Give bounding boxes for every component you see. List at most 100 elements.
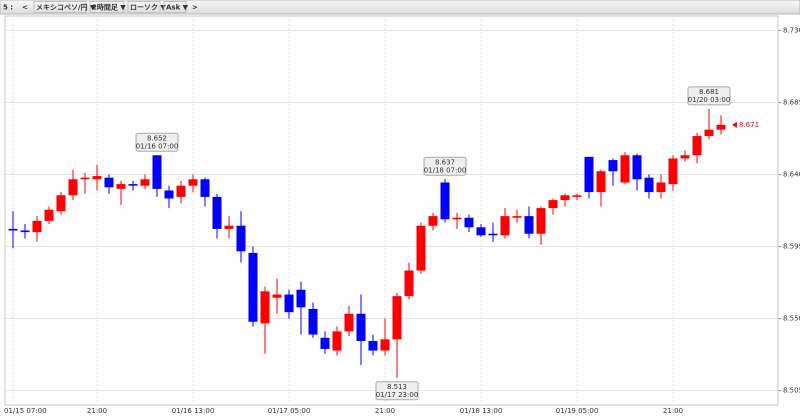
candle-body	[536, 208, 546, 234]
annotation-box	[135, 132, 179, 152]
toolbar-label[interactable]: >	[192, 4, 198, 12]
candle-body	[572, 195, 582, 197]
plot-area	[4, 15, 779, 406]
toolbar-label[interactable]: メキシコペソ/円 ▼	[36, 4, 96, 12]
annotation-time: 01/20 03:00	[688, 96, 731, 104]
annotation-box	[423, 156, 467, 176]
candle-body	[248, 252, 258, 322]
candle-body	[188, 179, 198, 186]
candle-body	[200, 179, 210, 197]
candle-body	[632, 155, 642, 180]
candle-body	[668, 158, 678, 185]
toolbar-items: 5 : < メキシコペソ/円 ▼2時間足 ▼ ローソク ▼ Ask ▼ >	[3, 1, 198, 13]
candle-body	[392, 296, 402, 340]
toolbar-label[interactable]: <	[22, 4, 28, 12]
candle-body	[584, 156, 594, 193]
candle-body	[692, 136, 702, 156]
candle-body	[212, 196, 222, 229]
candle-body	[20, 230, 30, 233]
candle-body	[332, 331, 342, 351]
y-tick-label: 8.505	[783, 387, 800, 395]
candle-body	[488, 233, 498, 236]
candle-body	[92, 176, 102, 180]
candle-body	[716, 124, 726, 130]
annotation-time: 01/16 07:00	[136, 142, 179, 150]
candle-body	[608, 160, 618, 172]
y-tick-label: 8.730	[783, 26, 800, 34]
candle-body	[32, 220, 42, 233]
candle-body	[368, 340, 378, 351]
toolbar-label[interactable]: Ask ▼	[166, 4, 189, 12]
candle-body	[8, 228, 18, 231]
candle-body	[128, 184, 138, 186]
toolbar-label[interactable]: 2時間足 ▼	[92, 3, 126, 12]
x-tick-label: 01/15 07:00	[4, 407, 47, 415]
candle-body	[596, 171, 606, 193]
x-tick-label: 21:00	[375, 407, 395, 415]
toolbar-button[interactable]	[163, 1, 187, 13]
candle-body	[272, 294, 282, 298]
candle-body	[104, 177, 114, 188]
toolbar-label[interactable]: ローソク ▼	[130, 3, 166, 12]
candle-body	[296, 289, 306, 308]
candle-body	[656, 182, 666, 193]
candle-body	[224, 225, 234, 229]
toolbar-button[interactable]	[33, 1, 87, 13]
candle-body	[380, 339, 390, 351]
toolbar-label[interactable]: 5 :	[3, 4, 13, 12]
candle-body	[80, 177, 90, 180]
candle-body	[320, 337, 330, 349]
y-tick-label: 8.595	[783, 243, 800, 251]
annotation-price: 8.513	[387, 383, 407, 391]
x-tick-label: 01/17 05:00	[268, 407, 311, 415]
toolbar-button[interactable]	[127, 1, 161, 13]
last-price-marker	[732, 121, 737, 128]
candle-body	[284, 294, 294, 313]
annotation-time: 01/18 07:00	[424, 166, 467, 174]
y-tick-label: 8.550	[783, 315, 800, 323]
y-tick-label: 8.685	[783, 98, 800, 106]
annotation-time: 01/17 23:00	[376, 391, 419, 399]
candle-body	[176, 185, 186, 197]
candle-body	[308, 308, 318, 335]
candle-body	[476, 227, 486, 236]
candle-body	[404, 270, 414, 297]
y-tick-label: 8.640	[783, 170, 800, 178]
x-tick-label: 01/18 13:00	[460, 407, 503, 415]
candle-body	[416, 225, 426, 271]
candle-body	[164, 190, 174, 199]
candle-body	[644, 177, 654, 193]
candle-body	[140, 179, 150, 186]
x-tick-label: 21:00	[663, 407, 683, 415]
candle-body	[464, 217, 474, 228]
candle-body	[500, 216, 510, 236]
candle-body	[560, 195, 570, 201]
candle-body	[152, 155, 162, 189]
candle-body	[680, 155, 690, 159]
toolbar-button[interactable]	[89, 1, 125, 13]
x-tick-label: 01/19 05:00	[556, 407, 599, 415]
candle-body	[260, 291, 270, 324]
annotation-price: 8.637	[435, 158, 455, 166]
candle-body	[440, 182, 450, 220]
last-price-label: 8.671	[739, 121, 759, 129]
toolbar	[0, 0, 800, 15]
x-tick-label: 01/16 13:00	[172, 407, 215, 415]
annotation-price: 8.681	[699, 88, 719, 96]
annotation-box	[375, 381, 419, 401]
candle-body	[116, 184, 126, 189]
candle-body	[344, 313, 354, 332]
candle-body	[452, 217, 462, 220]
candle-body	[512, 216, 522, 218]
candle-body	[428, 216, 438, 226]
candle-body	[56, 195, 66, 212]
x-tick-label: 21:00	[87, 407, 107, 415]
annotation-price: 8.652	[147, 134, 167, 142]
candle-body	[548, 200, 558, 209]
candle-body	[68, 179, 78, 196]
candle-body	[44, 209, 54, 221]
candle-body	[356, 313, 366, 341]
candle-body	[704, 129, 714, 137]
